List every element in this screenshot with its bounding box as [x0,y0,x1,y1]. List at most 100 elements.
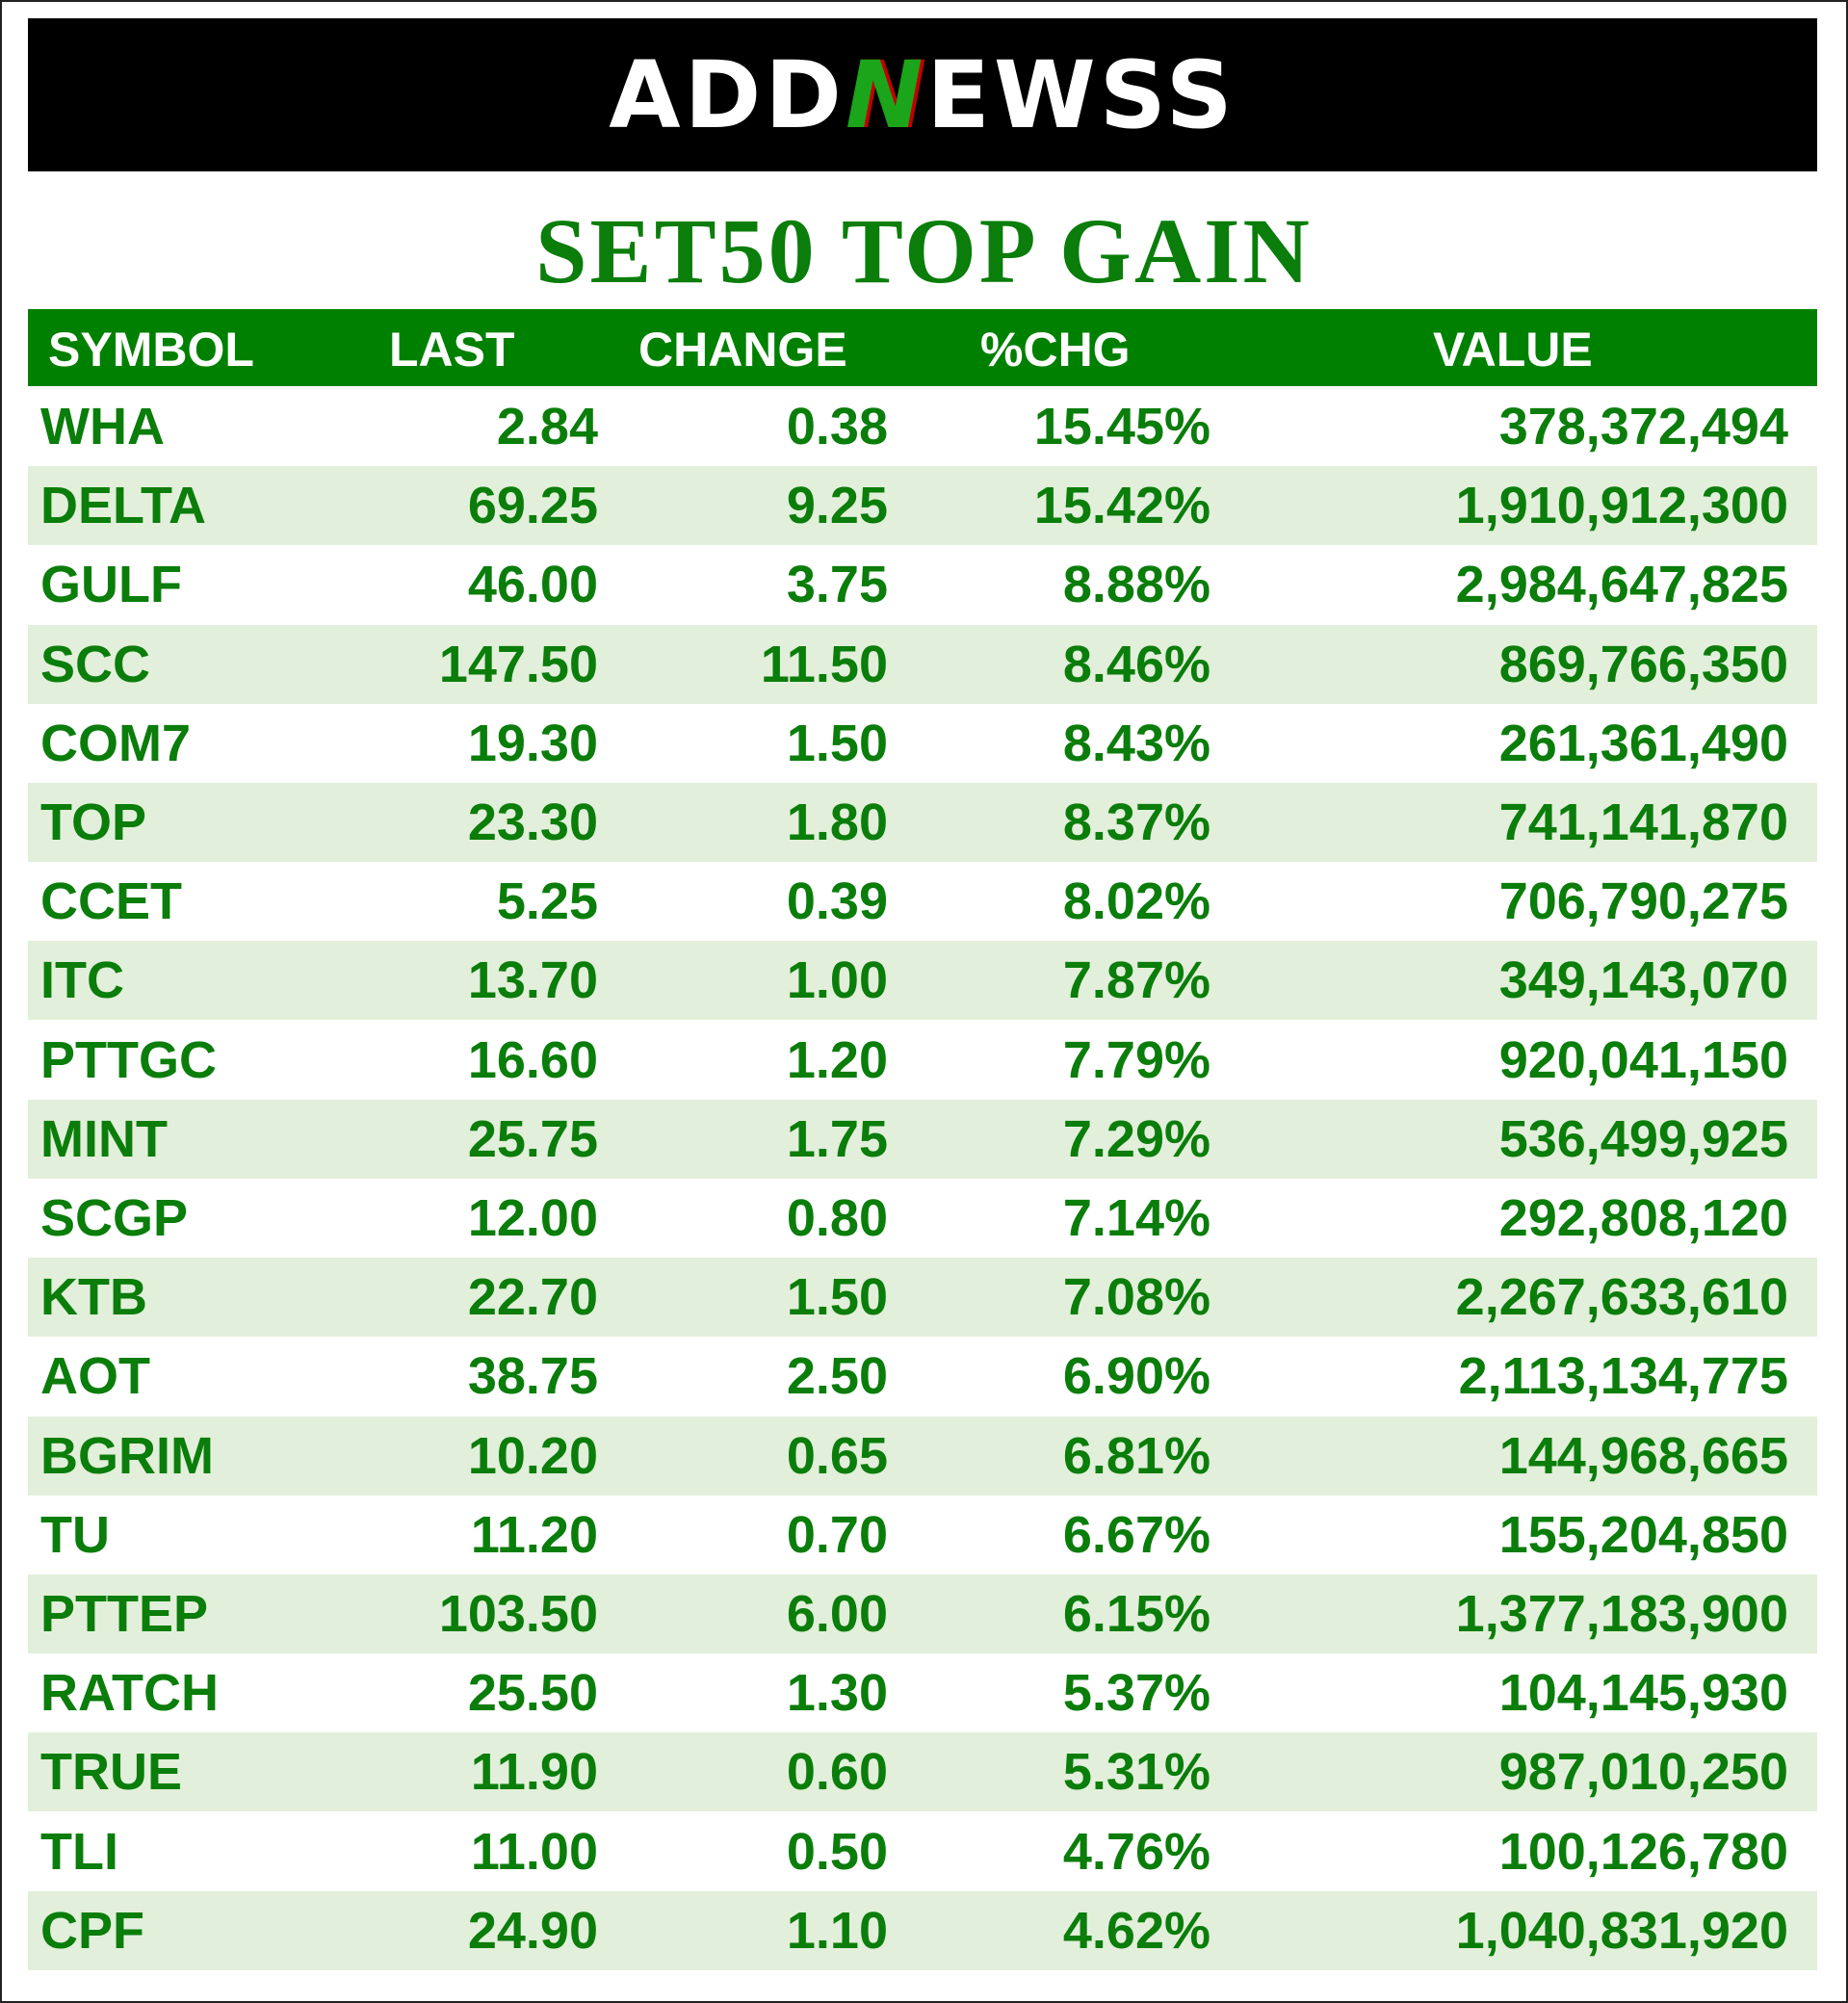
table-cell: 1.80 [786,793,888,851]
table-cell: 11.50 [760,635,888,693]
table-cell: 38.75 [467,1347,598,1406]
table-row: RATCH 25.50 1.30 5.37% 104,145,930 [28,1653,1817,1733]
table-cell: 9.25 [786,477,888,535]
table-cell: 104,145,930 [1498,1664,1788,1723]
table-cell: COM7 [40,714,192,772]
table-cell: 0.70 [786,1505,888,1564]
table-cell: 6.81% [1062,1426,1210,1485]
table-cell: 1.50 [786,714,888,772]
table-cell: 16.60 [467,1030,598,1089]
table-cell: 5.31% [1062,1743,1210,1802]
table-cell: 10.20 [467,1426,598,1485]
table-cell: CCET [40,872,182,931]
table-cell: SCGP [40,1189,189,1247]
table-cell: 5.37% [1062,1664,1210,1723]
table-cell: 4.62% [1062,1901,1210,1960]
table-cell: 6.90% [1062,1347,1210,1406]
logo-text: N [845,40,927,149]
table-cell: 292,808,120 [1498,1189,1788,1247]
table-cell: 22.70 [467,1268,598,1327]
table-cell: 1.75 [786,1109,888,1168]
table-cell: 147.50 [438,635,598,693]
table-cell: TRUE [40,1743,182,1802]
table-cell: 1,377,183,900 [1455,1585,1788,1643]
table-cell: 6.00 [786,1585,888,1643]
table-cell: 1,040,831,920 [1455,1901,1788,1960]
table-cell: 0.39 [786,872,888,931]
table-cell: WHA [40,398,165,455]
table-cell: 869,766,350 [1498,635,1788,693]
table-cell: DELTA [40,477,206,535]
table-cell: 2.50 [786,1347,888,1406]
header-cell: VALUE [1433,323,1593,377]
table-row: SCGP 12.00 0.80 7.14% 292,808,120 [28,1179,1817,1258]
table-row: CCET 5.25 0.39 8.02% 706,790,275 [28,862,1817,942]
table-cell: 4.76% [1062,1822,1210,1881]
table-row: BGRIM 10.20 0.65 6.81% 144,968,665 [28,1416,1817,1496]
table-cell: 8.02% [1062,872,1210,931]
table-cell: 1.10 [786,1901,888,1960]
table-cell: BGRIM [40,1426,214,1485]
table-cell: 25.50 [467,1664,598,1723]
table-cell: 3.75 [786,556,888,614]
table-cell: 706,790,275 [1498,872,1788,931]
table-row: GULF 46.00 3.75 8.88% 2,984,647,825 [28,545,1817,625]
table-cell: 15.45% [1033,398,1210,455]
table-cell: TU [40,1505,110,1564]
table-cell: 7.87% [1062,951,1210,1010]
table-row: COM7 19.30 1.50 8.43% 261,361,490 [28,703,1817,783]
table-cell: 1.00 [786,951,888,1010]
title: SET50 TOP GAIN [535,199,1313,302]
table-cell: 7.79% [1062,1030,1210,1089]
table-cell: 7.29% [1062,1109,1210,1168]
table-cell: 261,361,490 [1498,714,1788,772]
table-cell: 46.00 [467,556,598,614]
table-row: DELTA 69.25 9.25 15.42% 1,910,912,300 [28,466,1817,546]
table-row: WHA 2.84 0.38 15.45% 378,372,494 [28,387,1817,466]
table-cell: 100,126,780 [1498,1822,1788,1881]
table-cell: 7.14% [1062,1189,1210,1247]
table-cell: 0.65 [786,1426,888,1485]
table-cell: 2.84 [496,398,598,455]
table-cell: 19.30 [467,714,598,772]
table-cell: 920,041,150 [1498,1030,1788,1089]
table-cell: 13.70 [467,951,598,1010]
table-cell: 536,499,925 [1498,1109,1788,1168]
table-row: TLI 11.00 0.50 4.76% 100,126,780 [28,1811,1817,1891]
table-cell: MINT [40,1109,168,1168]
table-cell: 0.60 [786,1743,888,1802]
table-cell: PTTEP [40,1585,209,1643]
table-row: TU 11.20 0.70 6.67% 155,204,850 [28,1495,1817,1574]
logo-text: ADD [609,40,846,149]
table-cell: 11.90 [470,1743,598,1802]
table-cell: 23.30 [467,793,598,851]
header-cell: CHANGE [638,323,847,377]
table-row: PTTEP 103.50 6.00 6.15% 1,377,183,900 [28,1574,1817,1653]
table-cell: 12.00 [467,1189,598,1247]
table-cell: 155,204,850 [1498,1505,1788,1564]
table-cell: GULF [40,556,182,614]
logo-text: EWSS [926,40,1236,149]
table-row: TOP 23.30 1.80 8.37% 741,141,870 [28,783,1817,862]
table-cell: TLI [40,1822,118,1881]
table-cell: 1.20 [786,1030,888,1089]
table-cell: 1.30 [786,1664,888,1723]
table-cell: RATCH [40,1664,219,1723]
table-cell: 741,141,870 [1498,793,1788,851]
table-cell: TOP [40,793,147,851]
table-cell: 8.43% [1062,714,1210,772]
table-cell: 8.46% [1062,635,1210,693]
table-cell: 103.50 [438,1585,598,1643]
table-cell: 8.37% [1062,793,1210,851]
table-cell: KTB [40,1268,147,1327]
table-cell: 1,910,912,300 [1455,477,1788,535]
table-cell: 2,984,647,825 [1455,556,1788,614]
table-row: KTB 22.70 1.50 7.08% 2,267,633,610 [28,1258,1817,1338]
table-cell: PTTGC [40,1030,217,1089]
table-cell: 378,372,494 [1498,398,1788,455]
table-row: MINT 25.75 1.75 7.29% 536,499,925 [28,1099,1817,1179]
table-cell: 11.20 [470,1505,598,1564]
table-cell: 987,010,250 [1498,1743,1788,1802]
